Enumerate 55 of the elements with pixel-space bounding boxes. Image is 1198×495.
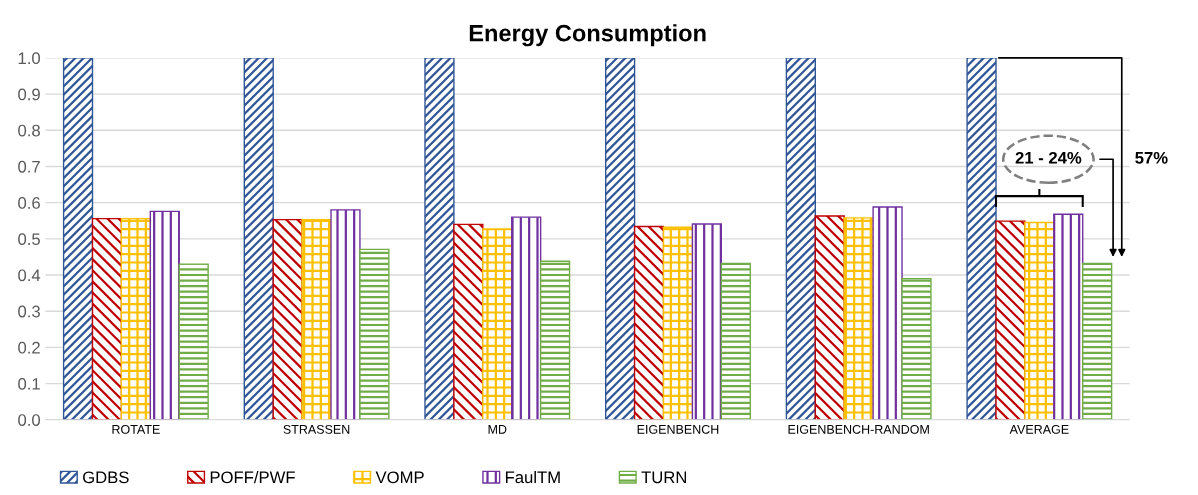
bar [604, 57, 636, 420]
bar [539, 260, 571, 420]
y-tick-label: 1.0 [18, 52, 41, 65]
bar [872, 206, 903, 420]
legend-label: GDBS [83, 471, 129, 484]
bar [720, 262, 751, 420]
bar [662, 226, 694, 420]
bar [843, 217, 874, 420]
bar [1053, 213, 1084, 420]
bar [301, 218, 332, 420]
bar [482, 228, 513, 420]
y-tick-label: 0.5 [18, 233, 40, 246]
y-tick-label: 0.9 [18, 88, 40, 101]
y-tick-label: 0.1 [18, 377, 40, 390]
bar [330, 209, 361, 420]
x-tick-label: EIGENBENCH [637, 424, 719, 434]
y-tick-label: 0.0 [18, 414, 41, 426]
y-tick-label: 0.4 [18, 269, 41, 282]
y-tick-label: 0.2 [18, 341, 40, 354]
bar [91, 217, 123, 420]
bar [691, 223, 723, 420]
bar [901, 277, 932, 420]
bar [633, 225, 665, 420]
legend-label: FaulTM [505, 470, 560, 484]
legend-label: TURN [641, 471, 687, 484]
legend-label: POFF/PWF [210, 470, 295, 484]
x-tick-label: EIGENBENCH-RANDOM [788, 424, 929, 434]
bar [511, 216, 542, 420]
bar [453, 223, 484, 420]
chart-title: Energy Consumption [469, 24, 706, 47]
text: 57% [1135, 151, 1168, 164]
legend-label: VOMP [375, 471, 424, 484]
x-tick-label: AVERAGE [1009, 424, 1069, 434]
bar [149, 210, 180, 420]
y-tick-label: 0.6 [18, 197, 40, 209]
bar [120, 217, 152, 420]
bar [814, 215, 845, 420]
bar [243, 57, 274, 420]
bar [1024, 221, 1055, 420]
bar [785, 57, 816, 420]
y-tick-label: 0.3 [18, 305, 40, 318]
bar [62, 57, 94, 420]
bar [1082, 262, 1113, 420]
x-tick-label: ROTATE [112, 424, 160, 434]
bar [424, 57, 455, 420]
annotation: 21 - 24% [1015, 151, 1082, 164]
bar [359, 248, 390, 420]
bar [995, 220, 1026, 420]
x-tick-label: STRASSEN [283, 424, 350, 434]
bar [178, 263, 209, 420]
bar [966, 57, 997, 420]
x-tick-label: MD [488, 425, 507, 434]
y-tick-label: 0.8 [18, 124, 40, 137]
y-tick-label: 0.7 [18, 160, 40, 173]
bar [272, 218, 303, 420]
